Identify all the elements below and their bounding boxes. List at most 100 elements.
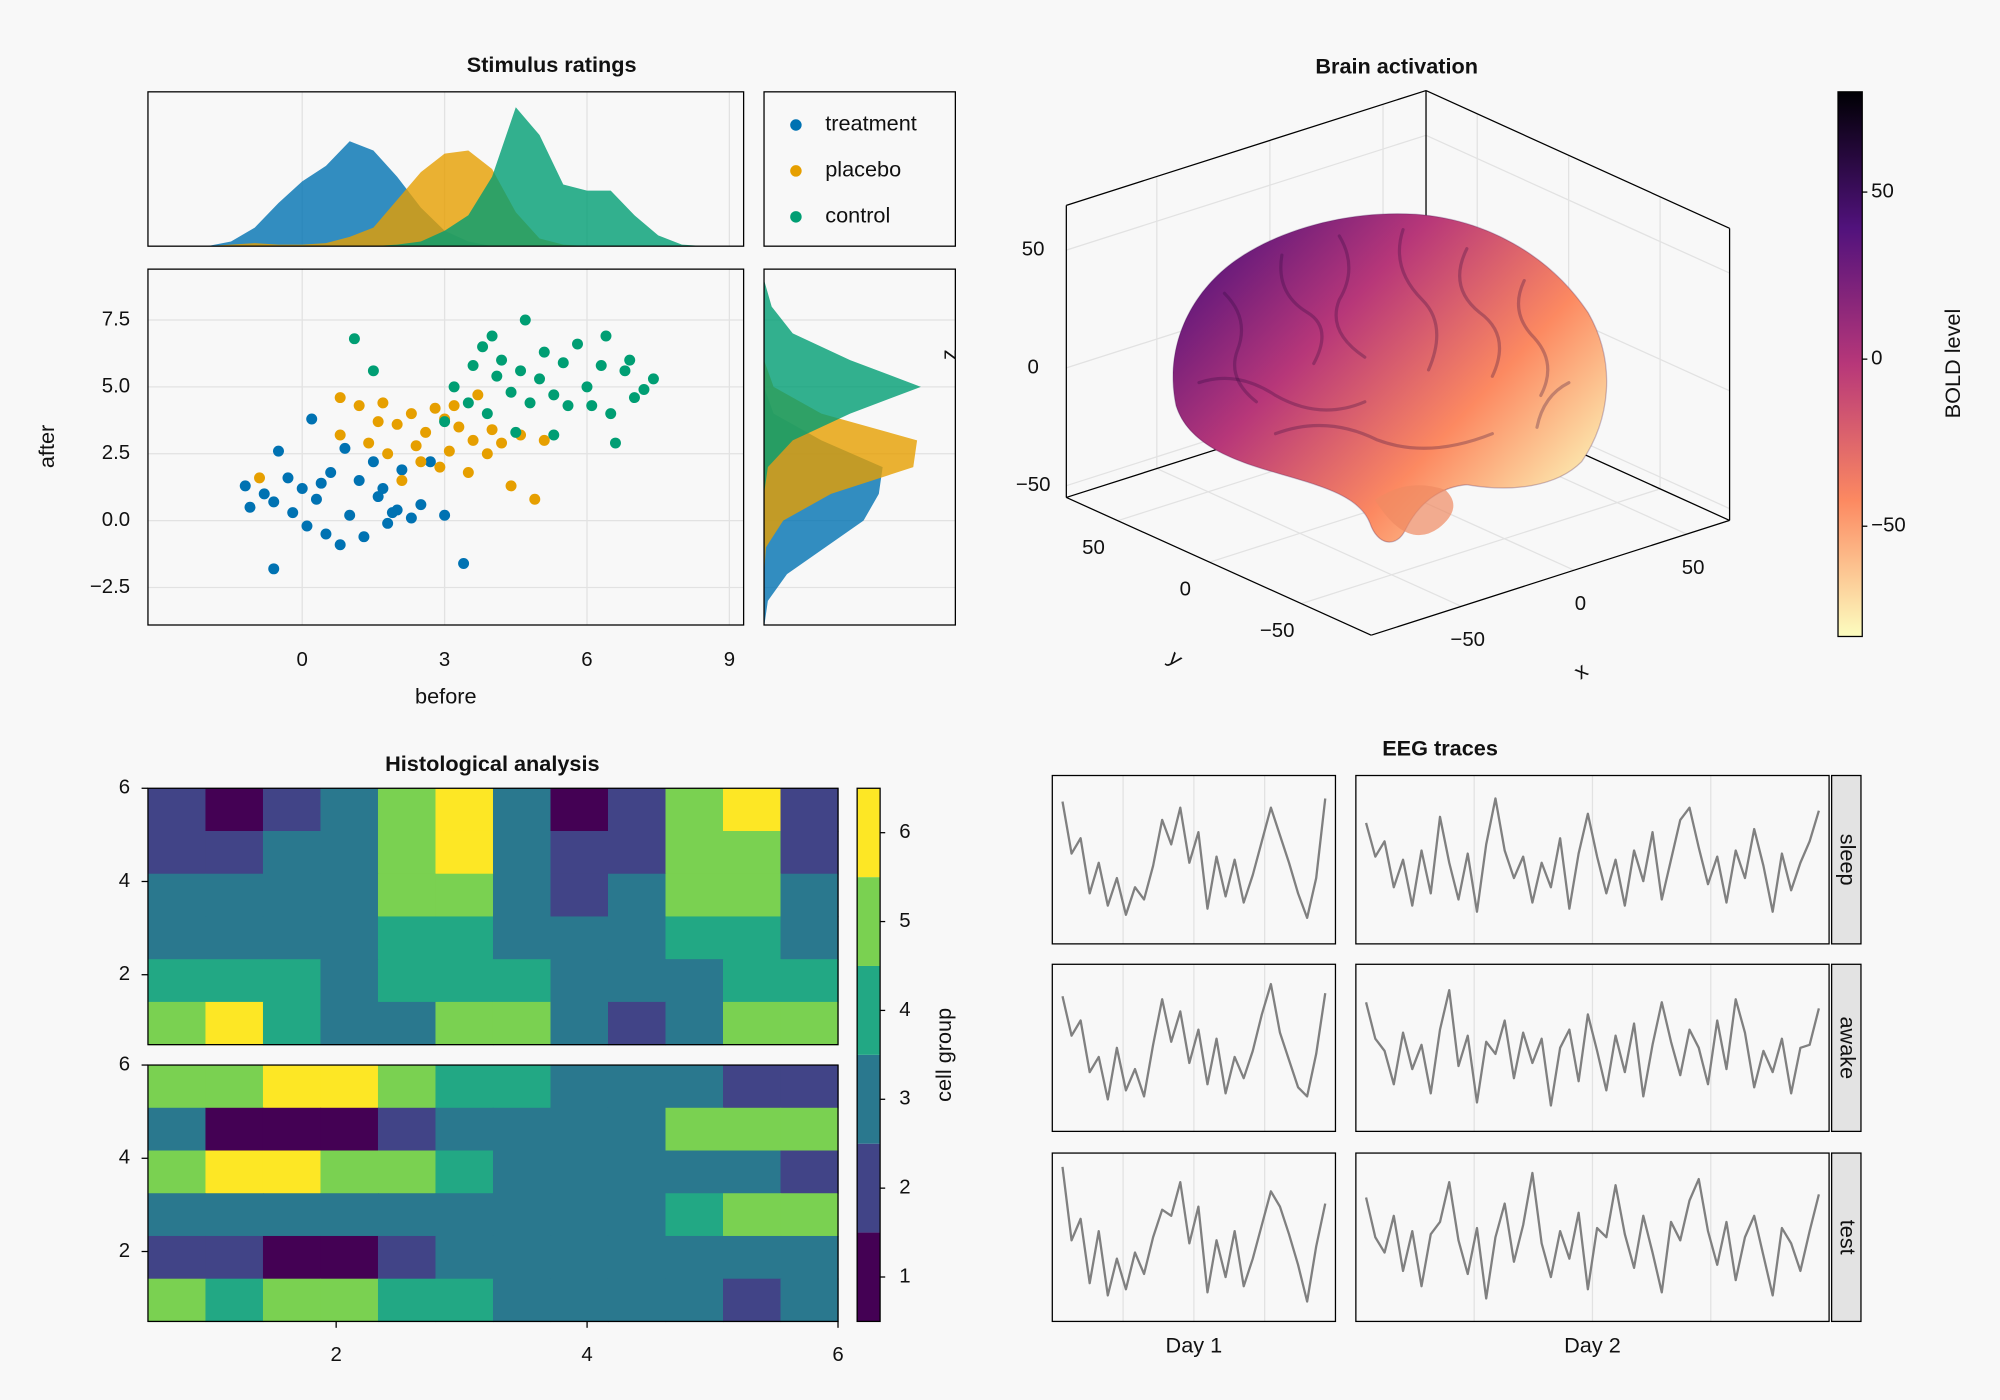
chart-title: Stimulus ratings — [467, 52, 637, 77]
row-strip — [1830, 1152, 1862, 1323]
contour-cell — [492, 1193, 552, 1237]
scatter-point — [524, 397, 536, 409]
contour-cell — [205, 1235, 264, 1280]
contour-cell — [320, 1107, 379, 1152]
scatter-point — [348, 333, 360, 345]
contour-cell — [607, 830, 667, 875]
x-axis-label: before — [415, 683, 476, 708]
contour-cell — [320, 959, 379, 1003]
scatter-point — [458, 557, 470, 569]
chart-title: Histological analysis — [385, 751, 599, 776]
contour-cell — [492, 1065, 552, 1109]
colorbar-tick-label: −50 — [1871, 515, 1906, 537]
scatter-point — [505, 480, 517, 492]
contour-cell — [492, 916, 552, 960]
x-tick-label: 6 — [832, 1344, 843, 1366]
scatter-point — [334, 539, 346, 551]
scatter-point — [415, 499, 427, 511]
contour-cell — [377, 830, 437, 875]
scatter-point — [572, 338, 583, 350]
contour-cell — [550, 1001, 609, 1046]
colorbar-tick-label: 1 — [899, 1265, 910, 1287]
contour-cell — [780, 788, 839, 832]
density-area — [764, 279, 918, 626]
legend-marker — [790, 211, 802, 223]
y-tick-label: 2.5 — [102, 442, 130, 464]
contour-cell — [320, 1193, 379, 1237]
contour-cell — [607, 916, 667, 960]
scatter-point — [481, 408, 493, 420]
contour-cell — [665, 916, 724, 960]
axis-frame — [1355, 774, 1830, 945]
contour-cell — [205, 1107, 264, 1152]
contour-cell — [780, 1193, 839, 1237]
z-tick-label: −50 — [1016, 474, 1051, 496]
contour-cell — [607, 1193, 667, 1237]
contour-cell — [665, 830, 724, 875]
x-tick-label: −50 — [1450, 629, 1485, 651]
chart-title: EEG traces — [1382, 736, 1498, 761]
legend-label: placebo — [825, 157, 901, 182]
contour-cell — [665, 1150, 724, 1194]
contour-cell — [147, 1278, 207, 1323]
row-label: awake — [1836, 1017, 1861, 1080]
scatter-point — [268, 496, 280, 508]
eeg-trace — [1061, 1166, 1327, 1303]
contour-cell — [723, 873, 782, 918]
contour-cell — [147, 916, 207, 960]
scatter-point — [405, 408, 417, 420]
scatter-point — [448, 400, 460, 412]
contour-cell — [780, 1107, 839, 1152]
colorbar-tick-label: 0 — [1871, 348, 1882, 370]
axis-frame — [1355, 1152, 1830, 1323]
contour-cell — [435, 959, 494, 1003]
y-tick-label: 2 — [119, 963, 130, 985]
contour-cell — [723, 1001, 782, 1046]
contour-cell — [205, 1001, 264, 1046]
scatter-point — [254, 472, 265, 484]
contour-cell — [550, 1150, 609, 1194]
scatter-point — [287, 507, 299, 519]
scatter-point — [548, 429, 560, 441]
row-strip — [1830, 963, 1862, 1133]
scatter-point — [515, 365, 527, 377]
contour-cell — [723, 1193, 782, 1237]
scatter-point — [462, 397, 474, 409]
scatter-point — [258, 488, 270, 500]
contour-cell — [492, 788, 552, 832]
y-axis-label: after — [34, 425, 59, 468]
scatter-point — [538, 346, 550, 358]
contour-cell — [205, 959, 264, 1003]
y-tick-label: −2.5 — [90, 576, 130, 598]
contour-cell — [492, 830, 552, 875]
contour-cell — [665, 1235, 724, 1280]
contour-cell — [262, 916, 322, 960]
x-tick-label: 6 — [581, 649, 592, 671]
contour-cell — [262, 1278, 322, 1323]
scatter-point — [358, 531, 370, 543]
y-tick-label: 0.0 — [102, 509, 130, 531]
contour-cell — [435, 1278, 494, 1323]
brain-surface — [1172, 213, 1608, 543]
colorbar-tick-label: 5 — [899, 910, 910, 932]
brain-fold — [1458, 247, 1502, 378]
contour-cell — [435, 1001, 494, 1046]
contour-cell — [262, 1193, 322, 1237]
contour-cell — [723, 959, 782, 1003]
contour-cell — [377, 788, 437, 832]
legend-marker — [790, 119, 802, 131]
scatter-point — [377, 483, 389, 495]
contour-cell — [550, 1065, 609, 1109]
scatter-point — [315, 477, 327, 489]
contour-cell — [780, 873, 839, 918]
scatter-point — [557, 357, 569, 369]
colorbar-tick-label: 6 — [899, 821, 910, 843]
scatter-point — [467, 434, 479, 446]
marginal-top — [207, 107, 706, 247]
scatter-point — [472, 389, 484, 401]
contour-cell — [320, 1235, 379, 1280]
scatter-point — [624, 354, 636, 366]
contour-cell — [723, 1107, 782, 1152]
y-tick-label: 2 — [119, 1240, 130, 1262]
